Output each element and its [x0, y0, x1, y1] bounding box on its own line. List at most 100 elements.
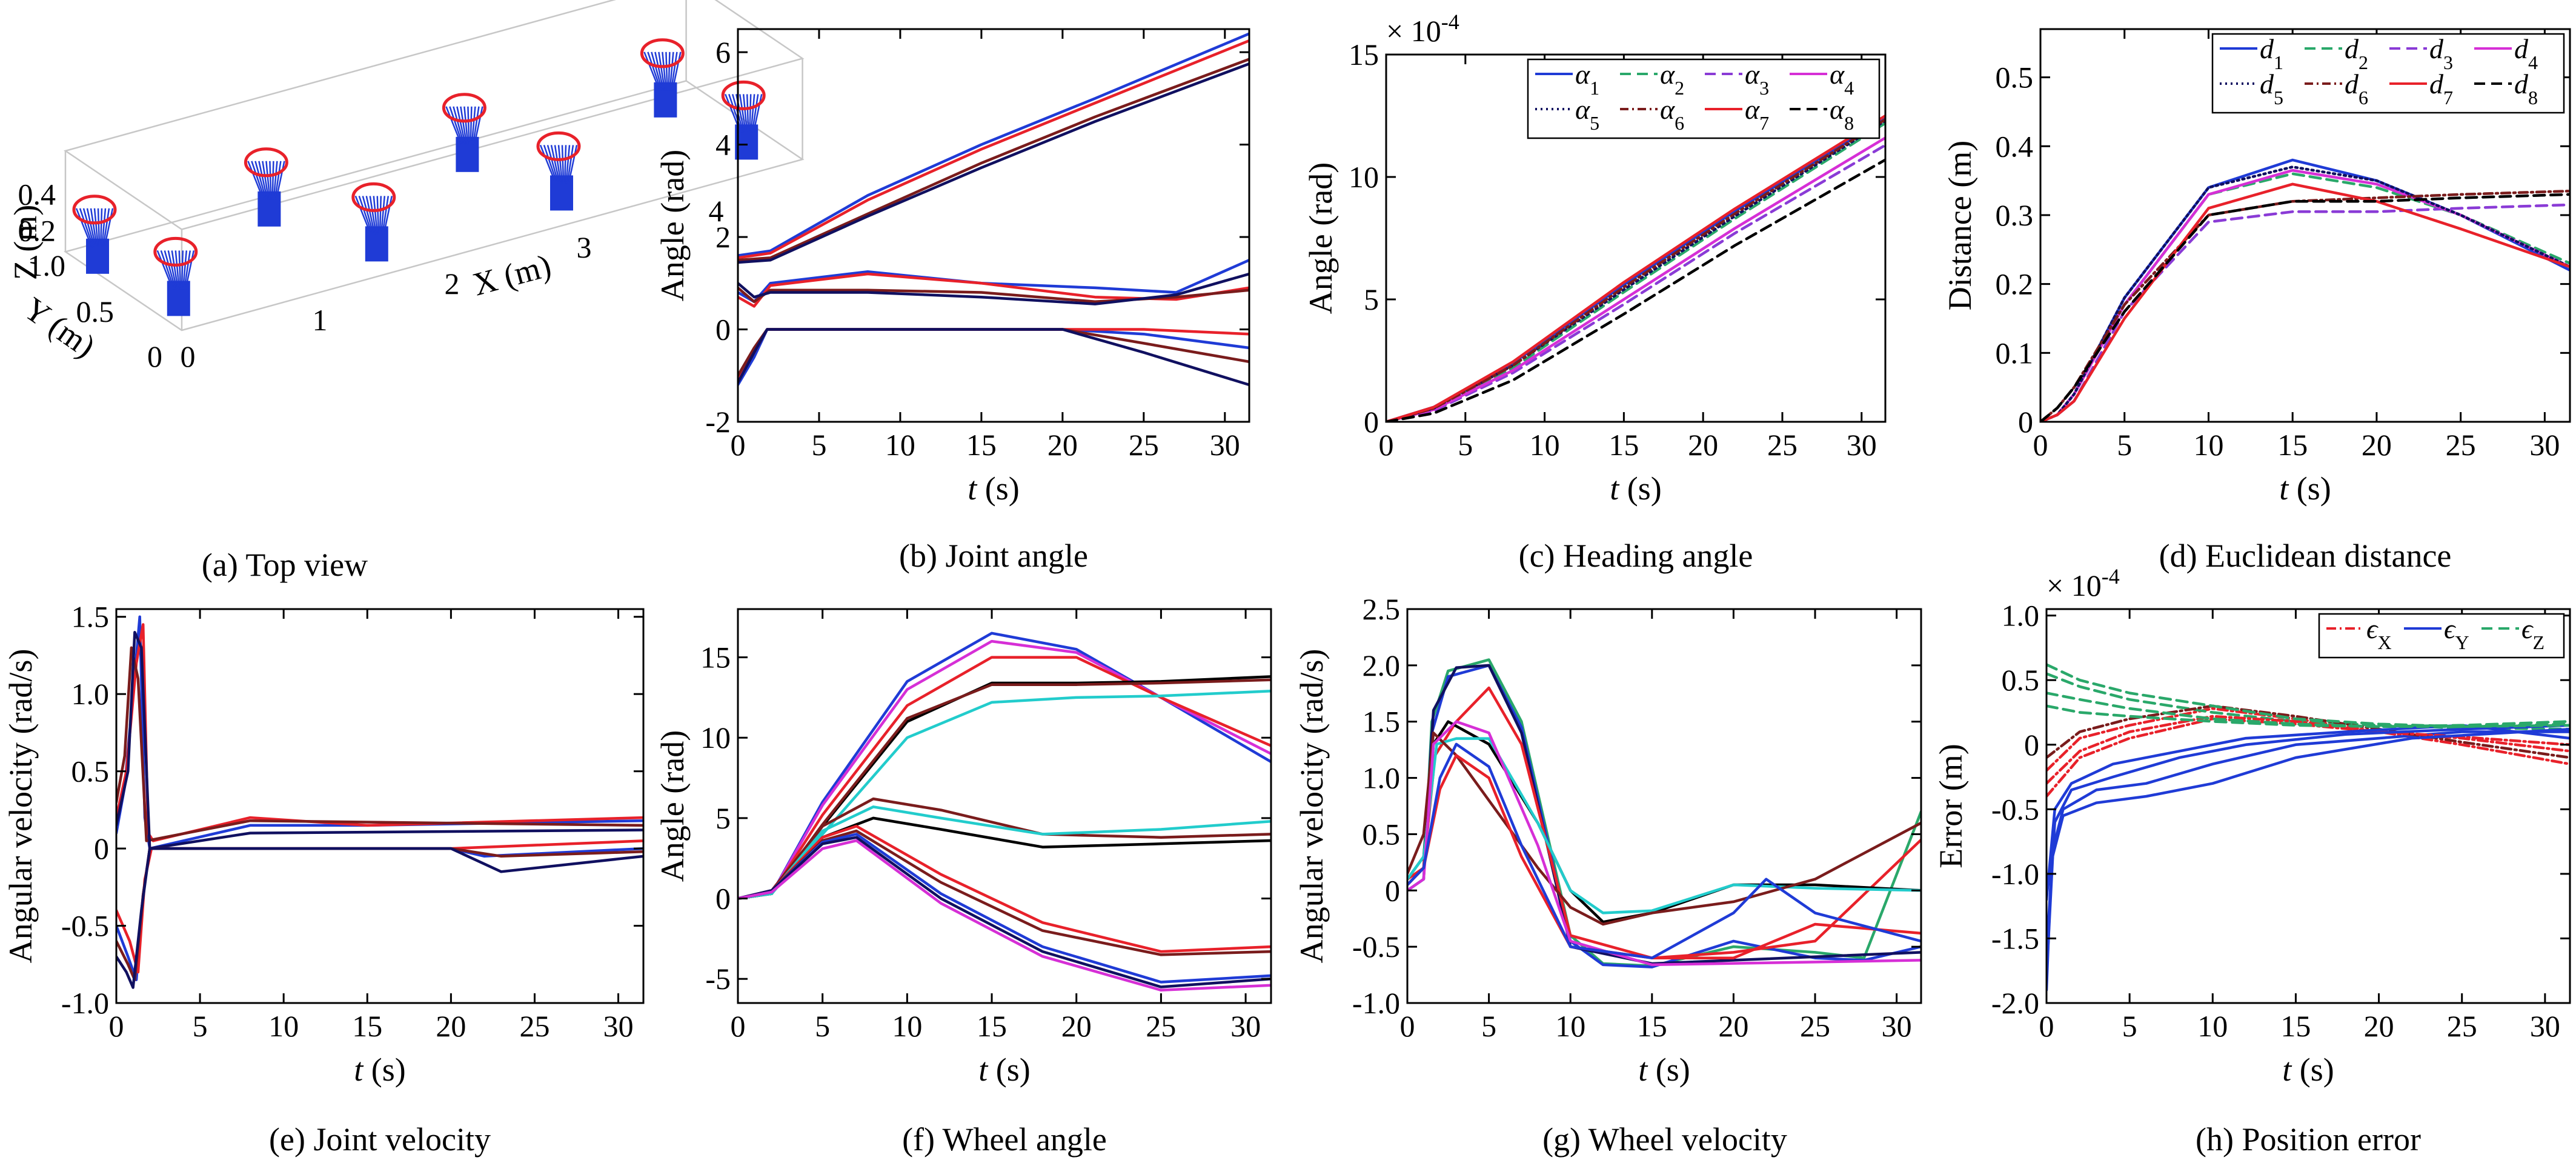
- wheel-rim: [351, 182, 396, 212]
- y-tick-label: -1.0: [1352, 986, 1400, 1020]
- legend-box: [2211, 33, 2565, 114]
- series-line-4: [116, 630, 643, 850]
- wheel-spoke: [456, 106, 466, 146]
- y-tick-label: 0.5: [76, 295, 115, 328]
- y-axis-label: Angular velocity (rad/s): [1293, 649, 1330, 964]
- y-tick-label: 15: [1349, 38, 1379, 72]
- wheel-spoke: [668, 52, 671, 91]
- y-tick-label: 15: [700, 641, 731, 675]
- series-line-8: [2040, 193, 2570, 422]
- y-tick-label: 1.0: [28, 248, 66, 282]
- y-tick-label: 0.5: [1363, 817, 1401, 851]
- panel-c: 0 5 10 15 20 25 30 0 5 10 15 t (s) Angle (rad) × 10-4…: [1303, 10, 1887, 507]
- x-tick-label: 30: [1847, 428, 1877, 462]
- y-tick-label: 1.0: [71, 677, 110, 711]
- wheel-spoke: [561, 145, 565, 184]
- wheel-spoke: [565, 145, 571, 184]
- series-line-13: [738, 836, 1271, 988]
- y-tick-label: 5: [1364, 282, 1379, 316]
- legend-label: d8: [2514, 68, 2538, 108]
- series-line-10: [2047, 691, 2570, 728]
- series-group: [2040, 158, 2570, 422]
- axis-exponent: × 10-4: [2047, 564, 2120, 602]
- series-line-11: [2047, 704, 2570, 728]
- wheel-spoke: [563, 145, 567, 184]
- legend-label: ϵZ: [2521, 613, 2544, 653]
- x-tick-label: 0: [1400, 1009, 1415, 1043]
- y-tick-label: -2: [705, 405, 731, 439]
- wheel-spoke: [265, 161, 271, 200]
- series-line-3: [116, 646, 643, 842]
- wheel-spoke: [554, 145, 562, 184]
- wheel-spoke: [658, 52, 666, 91]
- y-tick-label: 0.2: [1996, 267, 2034, 301]
- z-tick-label: 0.4: [18, 177, 56, 211]
- wheel-spoke: [749, 94, 752, 133]
- series-line-12: [2047, 663, 2570, 728]
- x-tick-label: 5: [2122, 1009, 2137, 1043]
- x-tick-label: 15: [966, 428, 997, 462]
- y-tick-label: 0.4: [1996, 129, 2034, 163]
- wheel-spoke: [101, 208, 107, 247]
- x-tick-label: 0: [181, 339, 196, 373]
- x-tick-label: 25: [1800, 1009, 1830, 1043]
- y-tick-label: 5: [715, 801, 731, 835]
- series-line-7: [1386, 114, 1885, 422]
- x-tick-label: 25: [1129, 428, 1159, 462]
- x-tick-label: 30: [1230, 1009, 1261, 1043]
- series-group: [2047, 663, 2570, 991]
- wheel-spoke: [90, 208, 98, 247]
- wheel-spoke: [269, 161, 272, 200]
- wheel-spoke: [271, 161, 274, 200]
- caption-g: (g) Wheel velocity: [1542, 1121, 1787, 1158]
- panel-d: 0 5 10 15 20 25 30 0 0.1 0.2 0.3 0.4 0.5 t (s) Distanc…: [1942, 28, 2571, 507]
- x-tick-label: 20: [1688, 428, 1718, 462]
- wheel-spoke: [183, 250, 191, 290]
- legend-label: α5: [1575, 94, 1599, 134]
- x-tick-label: 20: [2364, 1009, 2394, 1043]
- x-tick-label: 15: [352, 1009, 382, 1043]
- wheel-spoke: [643, 52, 661, 92]
- series-line-3: [738, 58, 1249, 262]
- x-tick-label: 30: [1882, 1009, 1912, 1043]
- wheel-spoke: [750, 94, 755, 133]
- x-axis-label: t (s): [1610, 470, 1662, 507]
- wheel-spoke: [160, 250, 175, 290]
- y-tick-label: -0.5: [61, 909, 109, 943]
- wheel-spoke: [453, 106, 465, 146]
- series-line-8: [1407, 720, 1921, 967]
- x-tick-label: 20: [436, 1009, 466, 1043]
- wheel-spoke: [156, 250, 174, 290]
- y-tick-label: 10: [1349, 160, 1379, 194]
- wheel-spoke: [752, 94, 763, 133]
- wheel-spoke: [470, 106, 473, 145]
- series-line-5: [116, 847, 643, 982]
- wheel-rim: [721, 80, 766, 110]
- wheel-spoke: [365, 196, 376, 235]
- x-tick-label: 0: [731, 1009, 746, 1043]
- legend-label: α2: [1660, 59, 1684, 99]
- series-line-1: [738, 631, 1271, 900]
- legend: d1 d2 d3 d4 d5 d6 d7 d8: [2211, 33, 2565, 114]
- wheel-marker-1: [72, 195, 117, 274]
- x-axis-label: t (s): [1638, 1051, 1690, 1088]
- wheel-spoke: [467, 106, 470, 145]
- wheel-spoke: [473, 106, 483, 146]
- x-tick-label: 4: [709, 194, 724, 228]
- series-line-7: [738, 286, 1249, 304]
- wheel-spoke: [546, 145, 559, 184]
- y-tick-label: 6: [715, 35, 731, 69]
- wheel-rim: [153, 236, 198, 267]
- wheel-spoke: [275, 161, 285, 201]
- series-group: [1407, 658, 1921, 968]
- wheel-spoke: [662, 52, 667, 91]
- x-tick-label: 15: [1608, 428, 1639, 462]
- series-line-6: [738, 690, 1271, 900]
- y-tick-label: -0.5: [1991, 792, 2039, 826]
- x-axis-label: t (s): [2279, 470, 2331, 507]
- x-tick-label: 0: [2033, 428, 2048, 462]
- legend-label: α1: [1575, 59, 1599, 99]
- y-tick-label: -1.5: [1991, 921, 2039, 955]
- wheel-marker-6: [536, 131, 581, 211]
